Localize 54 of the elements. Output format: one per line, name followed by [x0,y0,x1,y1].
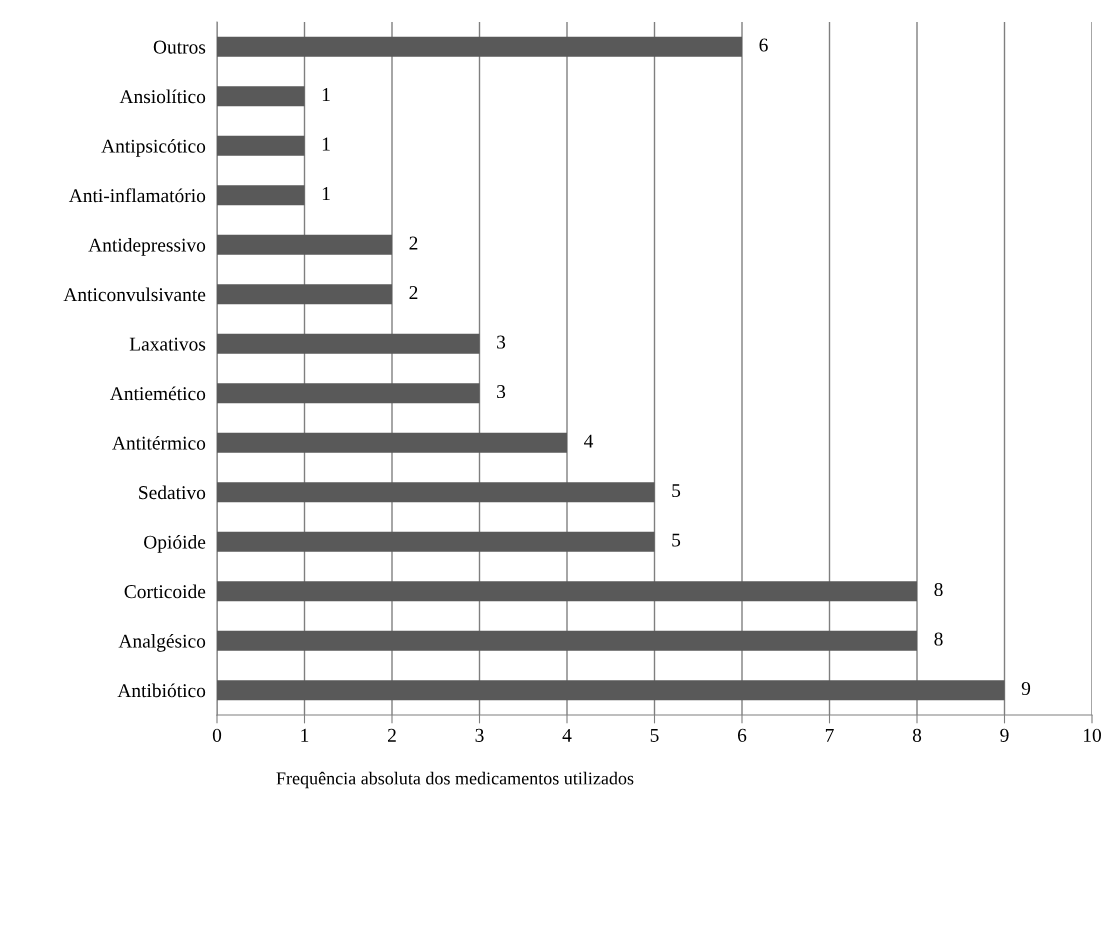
data-label: 1 [322,137,330,151]
y-tick-label: Outros [153,40,206,54]
bar [217,630,917,651]
x-tick-label: 7 [825,728,834,742]
y-tick-label: Ansiolítico [119,89,206,104]
x-tick-label: 0 [212,728,222,742]
bar [217,185,305,206]
x-tick-label: 8 [912,728,922,742]
bar [217,482,655,503]
x-tick-label: 3 [475,728,484,742]
x-tick-label: 1 [301,728,309,742]
data-label: 2 [409,236,418,250]
bar [217,86,305,107]
data-label: 9 [1021,682,1031,696]
bar [217,284,392,305]
y-tick-label: Corticoide [124,584,206,599]
x-tick-label: 5 [650,728,659,742]
x-tick-label: 2 [387,728,396,742]
data-label: 8 [934,583,943,597]
bar [217,383,480,404]
data-label: 2 [409,286,418,299]
bar [217,36,742,57]
data-label: 1 [322,187,330,200]
y-tick-label: Antibiótico [117,683,206,698]
data-label: 5 [672,484,681,498]
x-tick-label: 6 [737,728,747,742]
data-label: 6 [759,38,768,52]
bar [217,333,480,354]
y-tick-label: Sedativo [139,485,206,500]
y-tick-label: Laxativos [129,337,206,351]
x-tick-label: 10 [1083,728,1101,742]
bar [217,581,917,602]
y-tick-label: Anticonvulsivante [63,287,206,302]
bar [217,135,305,156]
x-tick-label: 9 [1000,728,1009,742]
bar [217,680,1005,701]
text: Frequência absoluta dos medicamentos utilizados [276,771,634,789]
data-label: 5 [672,533,681,547]
bar [217,432,567,453]
y-tick-label: Anti-inflamatório [68,188,206,203]
data-label: 1 [322,88,330,101]
y-tick-label: Opióide [144,534,206,553]
bar [217,531,655,552]
bar [217,234,392,255]
y-tick-label: Antidepressivo [88,238,206,256]
y-tick-label: Antipsicótico [101,138,206,157]
data-label: 3 [497,385,506,399]
y-tick-label: Antitérmico [112,435,206,450]
data-label: 4 [584,434,594,448]
data-label: 3 [497,335,506,349]
data-label: 8 [934,632,943,646]
y-tick-label: Antiemético [109,386,206,401]
y-tick-label: Analgésico [118,633,206,652]
x-tick-label: 4 [562,728,572,742]
